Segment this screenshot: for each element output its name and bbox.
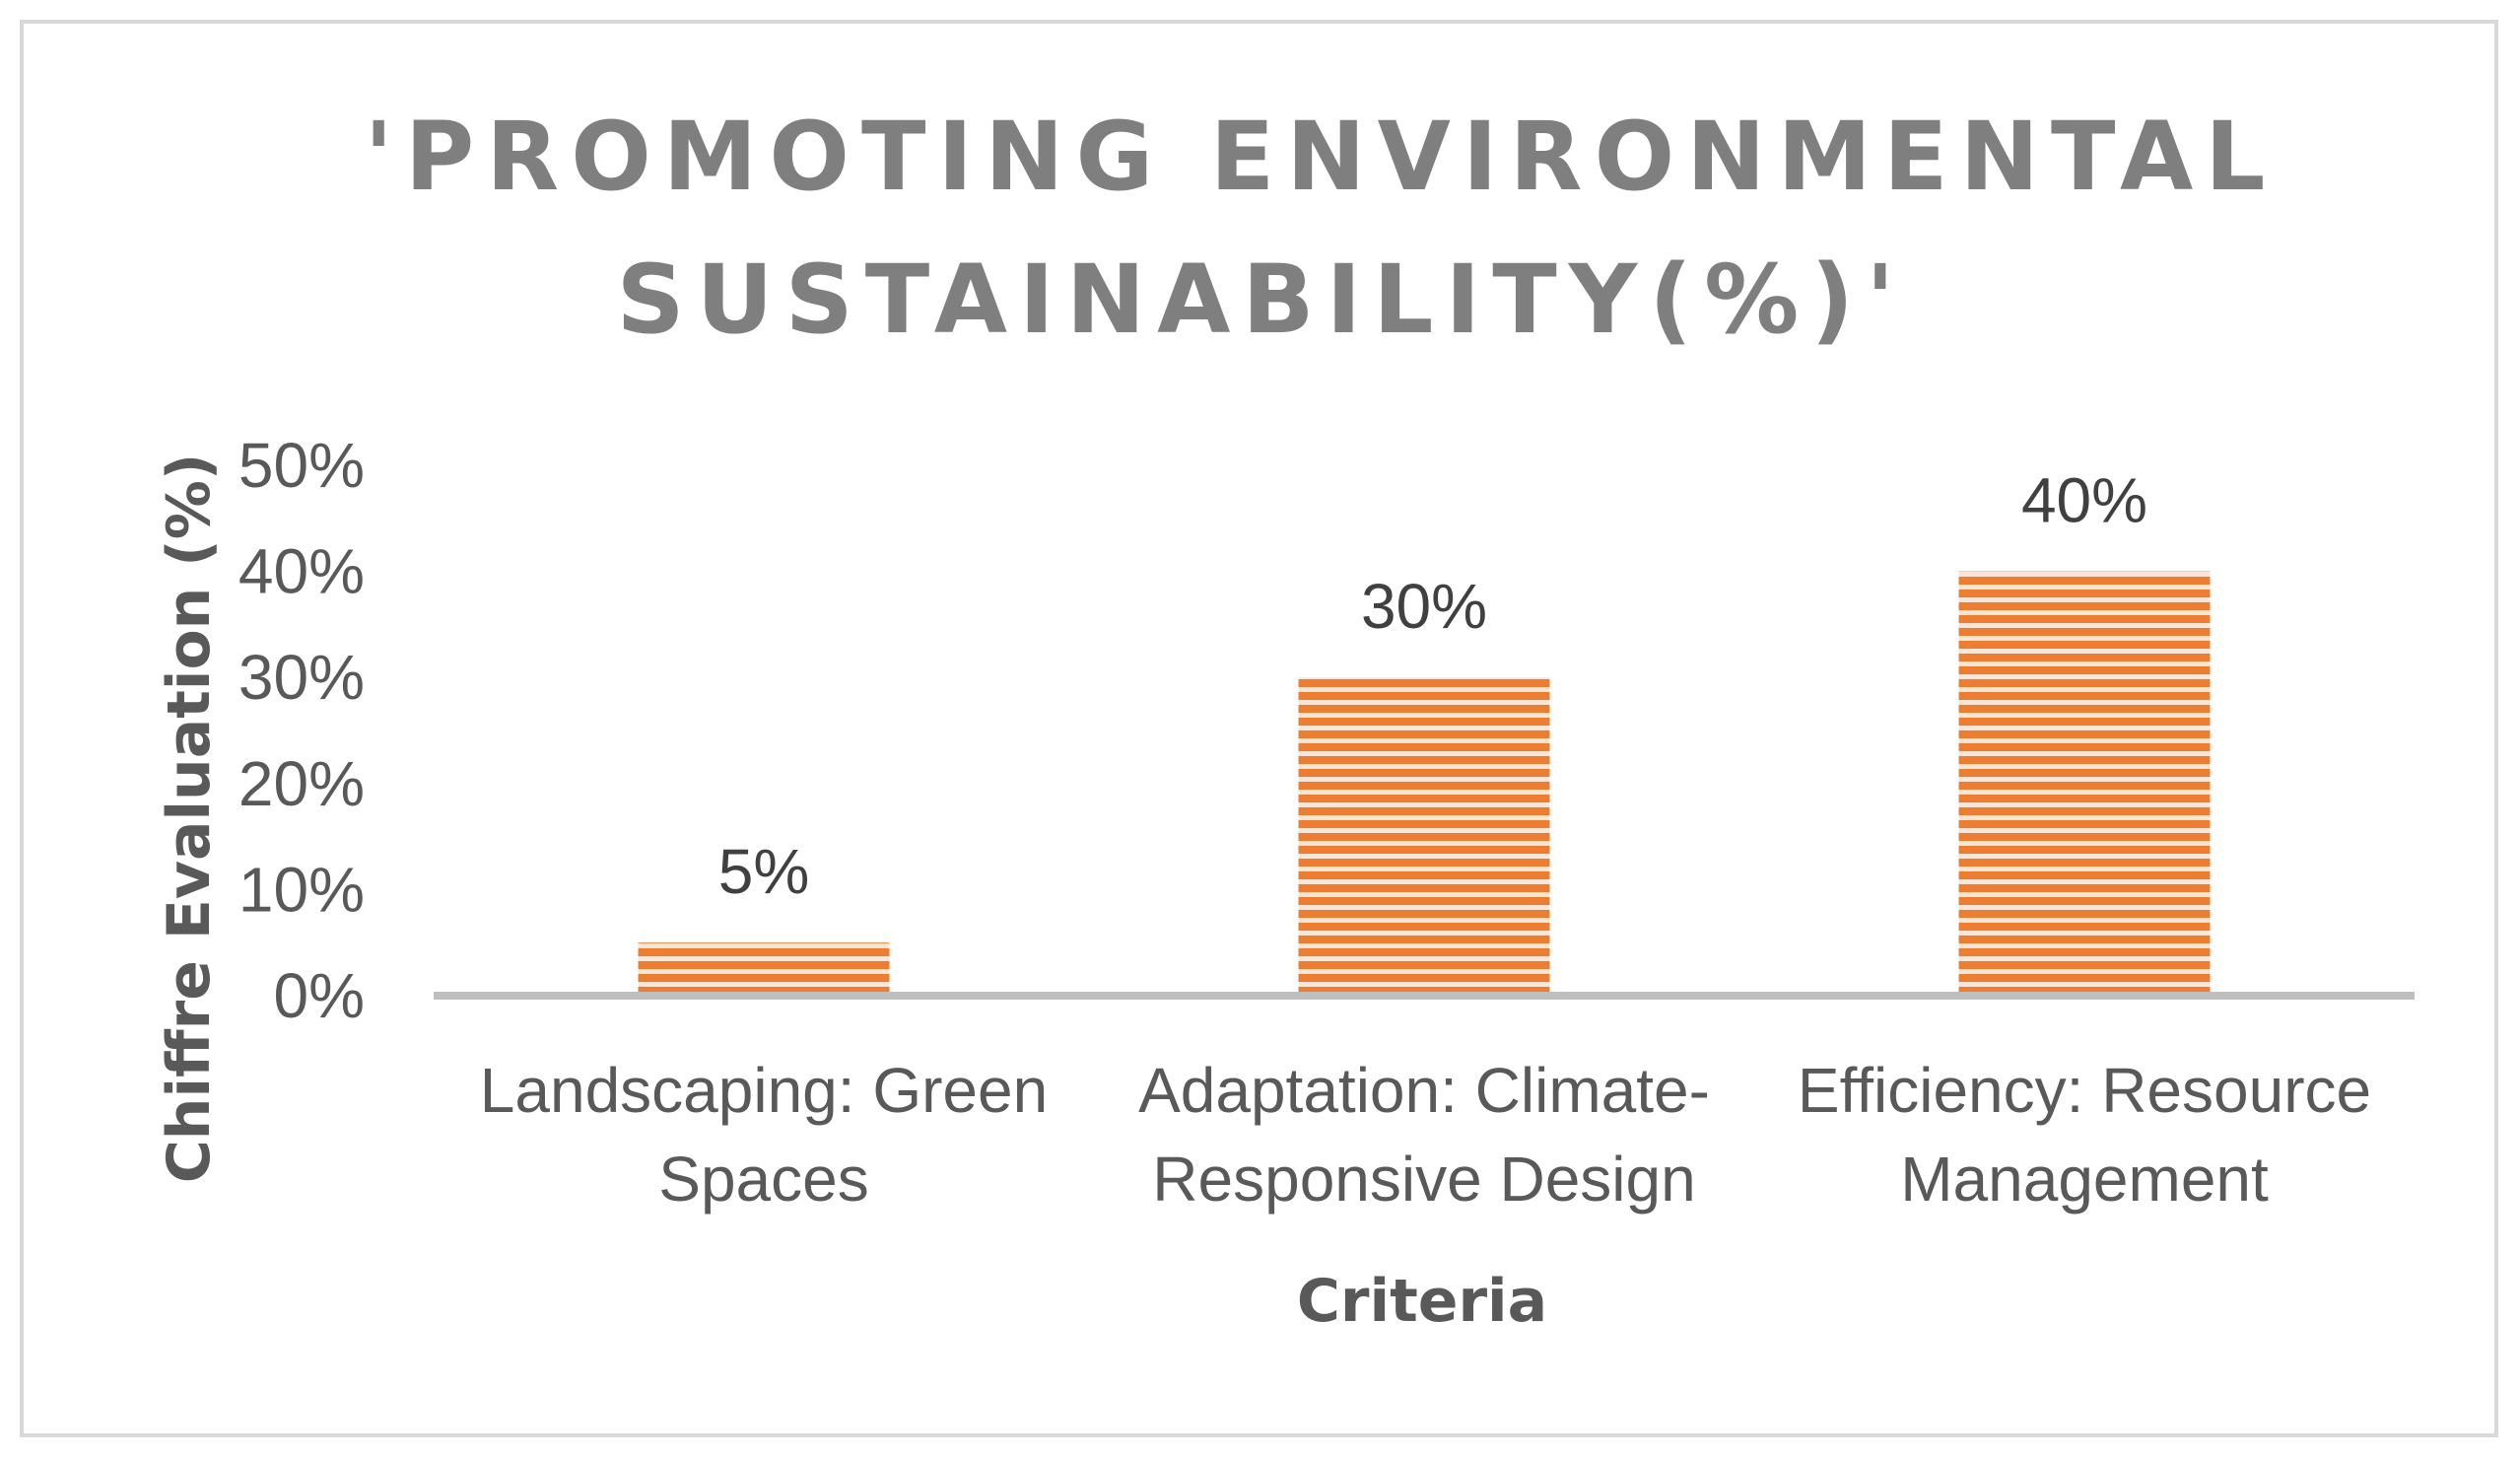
x-axis-title: Criteria	[1297, 1267, 1547, 1336]
data-label: 40%	[2021, 465, 2147, 536]
y-tick-label: 10%	[238, 854, 365, 925]
data-label: 5%	[718, 836, 810, 907]
y-tick-label: 50%	[238, 430, 365, 501]
y-tick-label: 20%	[238, 748, 365, 819]
category-label-line-2: Responsive Design	[1152, 1144, 1695, 1215]
category-label-line-2: Management	[1900, 1144, 2269, 1215]
bar	[1958, 571, 2211, 996]
bars-group	[638, 571, 2211, 996]
category-label-line-1: Efficiency: Resource	[1798, 1055, 2371, 1126]
y-tick-label: 30%	[238, 642, 365, 713]
y-axis-title: Chiffre Evaluation (%)	[155, 453, 224, 1183]
y-axis-ticks: 0% 10% 20% 30% 40% 50%	[238, 430, 365, 1031]
category-label-line-2: Spaces	[658, 1144, 868, 1215]
chart-title-line-2: SUSTAINABILITY(%)'	[616, 244, 1906, 355]
data-label: 30%	[1361, 571, 1487, 642]
bar	[638, 942, 890, 996]
category-label-line-1: Landscaping: Green	[480, 1055, 1048, 1126]
bar	[1298, 677, 1550, 996]
data-labels-group: 5% 30% 40%	[718, 465, 2147, 908]
y-tick-label: 40%	[238, 536, 365, 607]
y-tick-label: 0%	[274, 960, 366, 1031]
chart-title-line-1: 'PROMOTING ENVIRONMENTAL	[365, 102, 2278, 212]
category-label-line-1: Adaptation: Climate-	[1138, 1055, 1710, 1126]
category-labels: Landscaping: Green Spaces Adaptation: Clim…	[480, 1055, 2371, 1215]
